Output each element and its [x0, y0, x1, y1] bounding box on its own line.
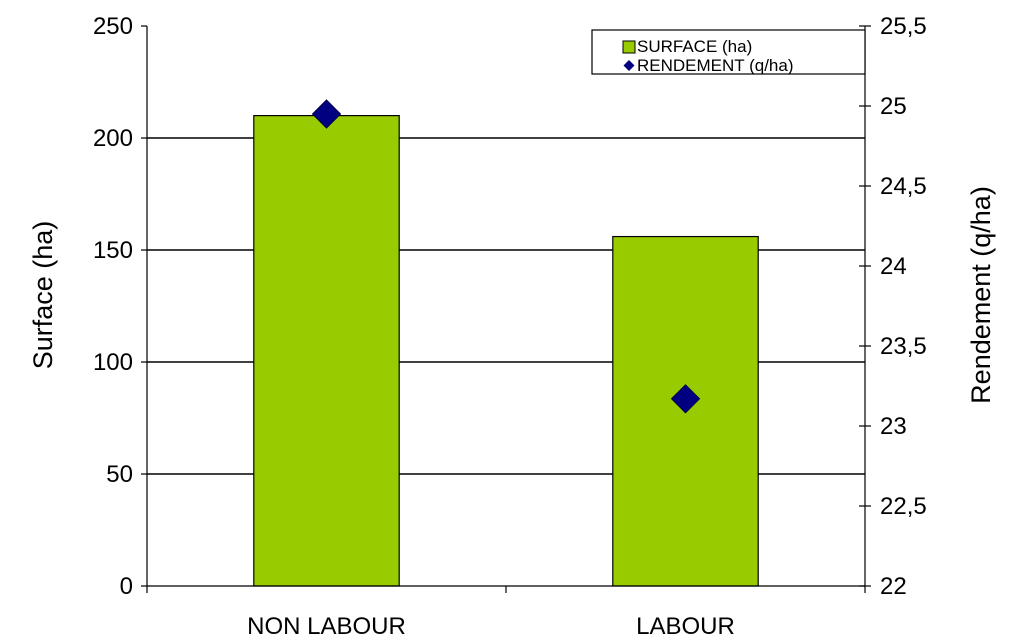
legend-label-rendement: RENDEMENT (q/ha) [637, 56, 794, 75]
right-axis-tick-label: 22 [880, 573, 907, 600]
rendement-marker-non-labour [311, 99, 342, 129]
legend-label-surface: SURFACE (ha) [637, 37, 752, 56]
bar-non-labour [253, 114, 400, 587]
right-axis-tick-label: 25,5 [880, 13, 927, 40]
left-axis-tick-label: 150 [93, 237, 133, 264]
right-axis-tick-label: 25 [880, 93, 907, 120]
x-axis-category-label: LABOUR [636, 613, 735, 640]
left-axis-tick-label: 250 [93, 13, 133, 40]
legend-marker-rendement [623, 60, 635, 71]
right-axis-tick-label: 24,5 [880, 173, 927, 200]
x-axis-category-label: NON LABOUR [247, 613, 406, 640]
axes [141, 25, 871, 593]
left-axis-tick-label: 0 [120, 573, 133, 600]
tick-labels: 0 50 100 150 200 250 22 22,5 23 23,5 24 24,5 25 25,5 N… [93, 13, 927, 640]
bars [253, 114, 759, 587]
right-axis-tick-label: 23,5 [880, 333, 927, 360]
markers [311, 99, 701, 414]
rendement-marker-labour [670, 384, 701, 414]
right-axis-tick-label: 23 [880, 413, 907, 440]
legend-box [591, 29, 866, 75]
right-axis-tick-label: 24 [880, 253, 907, 280]
left-axis-tick-label: 100 [93, 349, 133, 376]
right-axis-tick-label: 22,5 [880, 493, 927, 520]
left-axis-title: Surface (ha) [28, 221, 58, 370]
legend-swatch-surface [622, 40, 636, 54]
left-axis-tick-label: 50 [106, 461, 133, 488]
left-axis-tick-label: 200 [93, 125, 133, 152]
right-axis-title: Rendement (q/ha) [966, 186, 996, 404]
legend: SURFACE (ha) RENDEMENT (q/ha) [591, 29, 866, 75]
